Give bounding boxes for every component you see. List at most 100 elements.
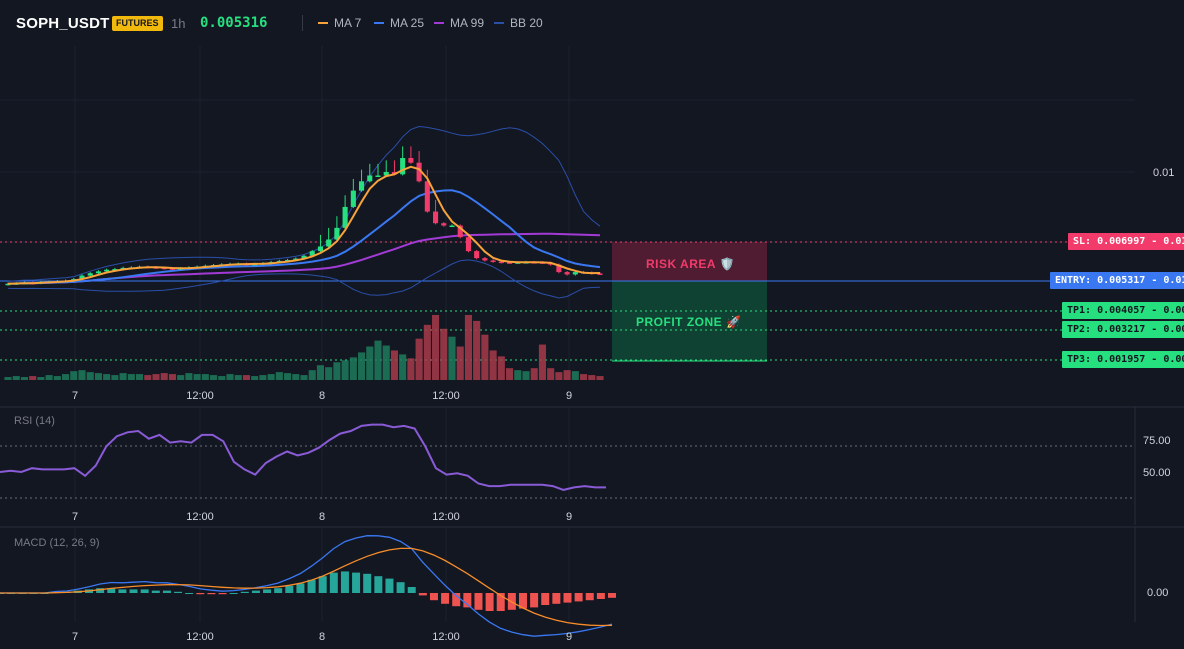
macd-hist-bar-13: [140, 589, 149, 593]
futures-badge: FUTURES: [112, 16, 163, 31]
volume-bar-68: [563, 370, 571, 380]
candlesticks: [5, 146, 603, 286]
macd-hist-bar-43: [474, 593, 483, 610]
volume-bar-42: [349, 357, 357, 380]
volume-bar-1: [12, 376, 20, 380]
legend-bb20[interactable]: BB 20: [494, 16, 543, 30]
macd-hist-bar-16: [174, 591, 183, 593]
volume-bar-55: [456, 346, 464, 380]
macd-hist-bar-17: [185, 593, 194, 594]
volume-bar-24: [201, 374, 209, 380]
ma99-swatch-icon: [434, 22, 444, 24]
xticks-rsi-tick-0: 7: [72, 511, 78, 523]
volume-bar-26: [218, 376, 226, 380]
last-price: 0.005316: [200, 15, 268, 31]
volume-bar-14: [119, 373, 127, 380]
macd-hist-bar-22: [240, 591, 249, 593]
tp3-label[interactable]: TP3: 0.001957 - 0.00: [1062, 351, 1184, 368]
legend-ma99[interactable]: MA 99: [434, 16, 484, 30]
timeframe-label[interactable]: 1h: [171, 16, 186, 31]
volume-bar-12: [103, 374, 111, 380]
candle-42: [350, 190, 356, 207]
volume-bar-40: [333, 362, 341, 380]
sl-label[interactable]: SL: 0.006997 - 0.01: [1068, 233, 1184, 250]
ma25-swatch-icon: [374, 22, 384, 24]
candle-38: [317, 246, 323, 252]
ma25-line: [7, 189, 601, 285]
volume-bar-18: [152, 374, 160, 380]
volume-bar-22: [185, 373, 193, 380]
price-axis-tick: 0.01: [1153, 167, 1174, 179]
rsi-title: RSI (14): [14, 415, 55, 427]
macd-signal-line: [0, 547, 613, 627]
volume-bar-52: [432, 315, 440, 380]
macd-line: [0, 535, 613, 637]
volume-bar-67: [555, 372, 563, 380]
macd-hist-bar-45: [496, 593, 505, 611]
macd-hist-bar-10: [107, 588, 116, 593]
macd-hist-bar-12: [129, 589, 138, 593]
volume-bar-50: [415, 338, 423, 380]
macd-hist-bar-28: [307, 579, 316, 593]
entry-label[interactable]: ENTRY: 0.005317 - 0.01: [1050, 272, 1184, 289]
risk-area-label: RISK AREA 🛡️: [646, 257, 735, 271]
candle-56: [465, 237, 471, 252]
candle-61: [507, 262, 513, 264]
volume-bar-15: [127, 374, 135, 380]
candle-0: [5, 283, 11, 286]
xticks-main-tick-2: 8: [319, 390, 325, 402]
xticks-macd-tick-0: 7: [72, 631, 78, 643]
volume-bar-0: [4, 377, 12, 380]
candle-48: [400, 158, 406, 175]
macd-hist-bar-20: [218, 593, 227, 595]
volume-bar-27: [226, 374, 234, 380]
volume-bar-29: [242, 375, 250, 380]
xticks-main-tick-4: 9: [566, 390, 572, 402]
macd-hist-bar-49: [541, 593, 550, 605]
candle-13: [112, 269, 118, 271]
macd-hist-bar-48: [530, 593, 539, 608]
volume-bar-7: [62, 374, 70, 380]
tp1-label[interactable]: TP1: 0.004057 - 0.00: [1062, 302, 1184, 319]
candle-41: [342, 206, 348, 228]
symbol-name[interactable]: SOPH_USDT: [16, 15, 110, 32]
candle-43: [359, 181, 365, 191]
profit-zone-label: PROFIT ZONE 🚀: [636, 315, 741, 329]
volume-bar-41: [341, 360, 349, 380]
profit-zone: [612, 281, 767, 361]
xticks-rsi-tick-2: 8: [319, 511, 325, 523]
volume-bar-66: [547, 368, 555, 380]
candle-57: [474, 251, 480, 259]
xticks-rsi-tick-3: 12:00: [432, 511, 460, 523]
macd-hist-bar-42: [463, 593, 472, 608]
volume-bar-23: [193, 374, 201, 380]
macd-histogram: [0, 571, 616, 611]
volume-bar-8: [70, 371, 78, 380]
volume-bar-71: [588, 375, 596, 380]
candle-68: [564, 272, 570, 275]
macd-hist-bar-53: [585, 593, 594, 601]
volume-bar-44: [366, 346, 374, 380]
x-axis-macd: 7 12:00 8 12:00 9: [72, 631, 572, 643]
volume-bar-49: [407, 358, 415, 380]
tp2-label[interactable]: TP2: 0.003217 - 0.00: [1062, 321, 1184, 338]
legend-ma25-label: MA 25: [390, 16, 425, 30]
xticks-rsi-tick-1: 12:00: [186, 511, 214, 523]
candle-40: [334, 227, 340, 240]
volume-bar-9: [78, 370, 86, 380]
legend-ma25[interactable]: MA 25: [374, 16, 424, 30]
macd-hist-bar-31: [340, 571, 349, 593]
candle-50: [416, 162, 422, 182]
ma7-line: [7, 165, 601, 285]
candle-39: [326, 239, 332, 247]
candle-9: [79, 275, 85, 280]
xticks-macd-tick-1: 12:00: [186, 631, 214, 643]
macd-hist-bar-36: [396, 582, 405, 593]
legend-ma7[interactable]: MA 7: [318, 16, 361, 30]
volume-bar-58: [481, 334, 489, 380]
volume-bar-17: [144, 375, 152, 380]
legend-ma7-label: MA 7: [334, 16, 362, 30]
xticks-main-tick-0: 7: [72, 390, 78, 402]
macd-hist-bar-19: [207, 593, 216, 595]
